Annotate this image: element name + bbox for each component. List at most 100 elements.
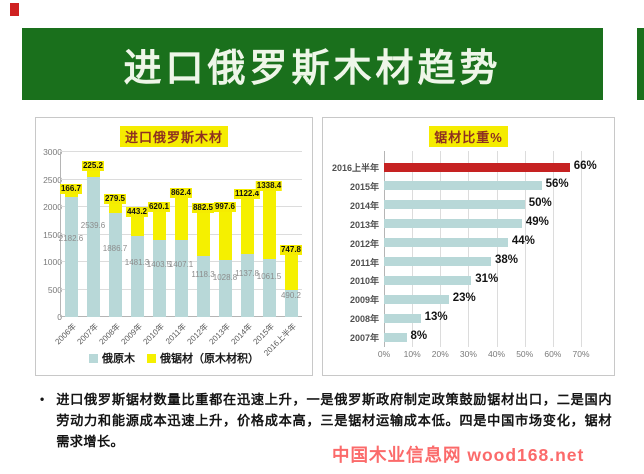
value-label: 31% (475, 272, 499, 285)
logs-data-label: 1061.5 (256, 271, 282, 281)
left-chart-panel: 进口俄罗斯木材 0 500 1000 1500 2000 2500 3000 166.7 218… (35, 117, 313, 376)
bar-segment-sawn (130, 211, 144, 236)
bar-segment-sawn (174, 192, 188, 240)
legend-swatch (147, 353, 156, 363)
logs-data-label: 1481.3 (124, 257, 150, 267)
bar-group (284, 248, 298, 317)
red-accent-mark (10, 3, 19, 16)
value-label: 66% (573, 159, 597, 172)
x-axis-tick-label: 70% (572, 349, 590, 359)
logs-data-label: 2182.6 (58, 233, 84, 243)
category-label: 2011年 (350, 257, 379, 268)
value-label: 49% (525, 216, 549, 229)
bar-segment-sawn (218, 205, 232, 261)
category-label: 2009年 (349, 295, 379, 306)
logs-data-label: 490.2 (280, 291, 302, 301)
hbar (384, 200, 525, 210)
legend-label: 俄原木 (102, 353, 135, 365)
y-axis-line (384, 151, 385, 347)
hbar (384, 257, 491, 266)
bar-group (196, 206, 210, 317)
right-chart-title-wrap: 锯材比重% (323, 126, 614, 147)
legend-item: 俄原木 (89, 350, 135, 366)
bullet-text: 进口俄罗斯锯材数量比重都在迅速上升，一是俄罗斯政府制定政策鼓励锯材出口，二是国内… (56, 392, 612, 449)
x-axis-tick-label: 30% (459, 349, 477, 359)
bar-segment-logs (86, 177, 100, 317)
value-label: 56% (545, 178, 569, 191)
sawn-data-label: 997.6 (213, 201, 237, 212)
y-axis-tick-label: 2000 (43, 202, 62, 212)
sawn-data-label: 279.5 (103, 193, 127, 204)
right-chart-title: 锯材比重% (429, 126, 508, 147)
y-axis-tick-label: 1500 (43, 229, 62, 240)
left-chart-title-wrap: 进口俄罗斯木材 (36, 126, 312, 147)
title-banner: 进口俄罗斯木材趋势 (22, 28, 603, 100)
bar-group (130, 211, 144, 317)
gridline (552, 151, 554, 347)
category-label: 2014年 (349, 200, 379, 211)
bar-segment-sawn (262, 185, 276, 259)
hbar (384, 162, 570, 172)
bar-segment-logs (262, 258, 276, 317)
value-label: 13% (424, 310, 448, 323)
bar-group (174, 192, 188, 317)
bar-segment-logs (196, 255, 210, 317)
x-axis-tick-label: 20% (431, 349, 449, 359)
bar-segment-logs (174, 239, 188, 317)
gridline (468, 151, 470, 347)
sawn-data-label: 225.2 (81, 160, 105, 171)
category-label: 2012年 (349, 238, 379, 249)
category-label: 2013年 (349, 219, 379, 230)
bar-segment-logs (130, 235, 144, 317)
left-chart-title: 进口俄罗斯木材 (119, 126, 228, 147)
logs-data-label: 1137.8 (235, 269, 259, 279)
hbar (384, 181, 542, 191)
y-axis-tick-label: 0 (57, 312, 62, 322)
gridline (60, 178, 302, 180)
slide-title: 进口俄罗斯木材趋势 (123, 47, 502, 90)
bar-segment-sawn (284, 248, 298, 291)
bullet-marker: • (40, 392, 45, 406)
bar-segment-logs (108, 213, 122, 317)
bar-group (240, 192, 254, 317)
hbar (384, 332, 407, 342)
legend-item: 俄锯材（原木材积） (147, 350, 259, 366)
bar-group (86, 164, 100, 317)
y-axis-tick-label: 2500 (43, 174, 62, 185)
category-label: 2008年 (349, 314, 379, 325)
bar-group (108, 197, 122, 317)
bar-group (218, 205, 232, 317)
category-label: 2010年 (349, 276, 379, 287)
bar-segment-logs (284, 290, 298, 317)
bar-segment-sawn (152, 205, 166, 240)
hbar (384, 219, 522, 229)
logs-data-label: 1403.5 (146, 260, 172, 270)
gridline (496, 151, 498, 347)
bar-segment-logs (152, 239, 166, 317)
hbar (384, 275, 472, 285)
hbar (384, 313, 421, 323)
gridline (60, 151, 302, 152)
bar-segment-logs (240, 254, 254, 317)
gridline (440, 151, 442, 347)
value-label: 44% (511, 235, 535, 248)
sawn-data-label: 1122.4 (233, 188, 261, 199)
value-label: 38% (494, 254, 518, 266)
logs-data-label: 1407.1 (168, 260, 194, 270)
sawn-data-label: 166.7 (59, 183, 83, 194)
logs-data-label: 2539.6 (80, 221, 106, 231)
sawn-data-label: 747.8 (279, 244, 303, 255)
hbar (384, 238, 508, 248)
y-axis-tick-label: 3000 (43, 147, 62, 157)
category-label: 2015年 (349, 181, 379, 192)
value-label: 50% (528, 197, 552, 210)
y-axis-line (60, 152, 61, 317)
sawn-data-label: 862.4 (169, 188, 193, 199)
gridline (524, 151, 526, 347)
value-label: 23% (452, 291, 476, 304)
legend-label: 俄锯材（原木材积） (160, 353, 259, 365)
x-axis-tick-label: 10% (403, 349, 421, 359)
category-label: 2007年 (349, 333, 379, 344)
legend: 俄原木 俄锯材（原木材积） (36, 350, 312, 366)
bar-segment-sawn (240, 192, 254, 255)
